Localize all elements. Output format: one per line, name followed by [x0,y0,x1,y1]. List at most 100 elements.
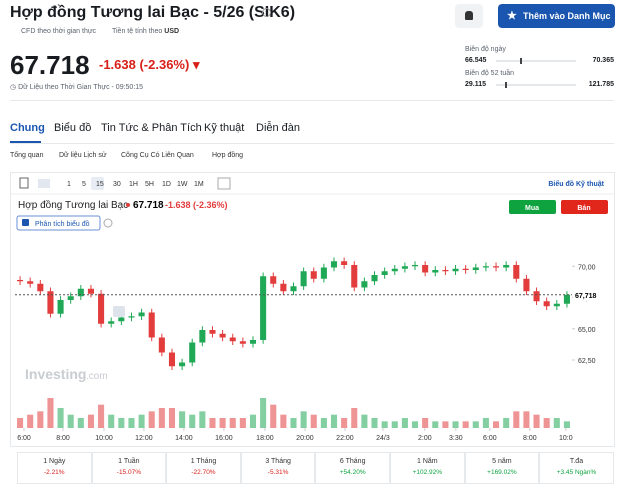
watermark-suffix: .com [86,371,108,382]
range-low: 29.115 [465,81,487,88]
performance-change: -22.70% [191,469,216,476]
volume-bar [229,418,236,428]
performance-cell [166,452,241,484]
interval[interactable]: 1M [194,181,204,188]
candle-body [27,281,34,284]
x-tick-label: 20:00 [296,435,314,442]
candle-body [290,286,297,292]
x-tick-label: 16:00 [215,435,233,442]
analysis-label[interactable]: Phân tích biểu đồ [35,219,90,228]
candle-body [300,271,307,287]
volume-bar [239,418,246,428]
candle-body [280,283,287,292]
tab[interactable]: Diễn đàn [256,122,301,134]
range-bar [496,84,576,86]
candle-body [77,288,84,297]
range-marker [520,58,522,64]
tab[interactable]: Biểu đồ [54,122,92,134]
volume-bar [138,414,145,428]
performance-period: 1 Ngày [43,458,66,465]
alert-button[interactable] [455,4,483,28]
settings-icon[interactable] [217,177,231,190]
volume-bar [168,408,176,428]
candle-body [98,293,105,324]
volume-bar [148,411,155,428]
candle-body [452,268,459,272]
buy-button[interactable] [509,200,556,214]
interval[interactable]: 1H [129,181,138,188]
volume-bar [108,414,115,428]
range-label: Biên độ ngày [465,46,506,53]
candle-icon[interactable] [19,177,29,189]
title: Hợp đồng Tương lai Bạc - 5/26 (SIK6) [10,4,296,21]
subtab[interactable]: Công Cụ Có Liên Quan [121,152,194,159]
performance-period: 6 Tháng [339,458,366,465]
interval[interactable]: 15 [96,181,104,188]
volume-bar [128,418,135,428]
interval[interactable]: 30 [113,181,121,188]
performance-period: 5 năm [492,458,512,465]
watchlist-button[interactable]: ★ Thêm vào Danh Mục [498,4,615,28]
interval[interactable]: 1 [67,181,71,188]
analysis-button[interactable] [16,215,101,231]
sell-label[interactable]: Bán [577,205,590,212]
volume-bar [290,418,297,428]
y-tick-label: 70,00 [578,264,596,271]
volume-bar [452,421,459,428]
last-price-label: 67,718 [575,293,597,300]
realtime: ◷ Dữ Liệu theo Thời Gian Thực - 09:50:15 [10,84,144,91]
performance-period: 1 Năm [416,458,438,465]
x-tick-label: 24/3 [376,435,390,442]
candle-body [199,330,206,343]
candle-body [442,270,449,272]
x-tick-label: 3:30 [449,435,463,442]
interval-active [91,177,104,190]
x-tick-label: 12:00 [135,435,153,442]
x-tick-label: 6:00 [483,435,497,442]
candle-body [219,333,226,338]
candle-body [462,268,469,270]
candle-body [128,316,135,318]
tab[interactable]: Tin Tức & Phân Tích [101,122,202,134]
candle-body [67,296,74,300]
subtab[interactable]: Dữ liệu Lịch sử [59,152,107,159]
subtab[interactable]: Hợp đồng [212,152,244,159]
interval[interactable]: 5H [145,181,154,188]
active-tab-underline [10,141,41,143]
performance-change: +169.02% [487,469,517,476]
candle-body [138,312,145,317]
volume-bar [523,411,530,428]
area-icon[interactable] [38,179,50,188]
watermark: Investing [25,366,86,382]
interval[interactable]: 1D [162,181,171,188]
info-icon[interactable] [262,8,271,17]
performance-cell [539,452,614,484]
candle-body [310,271,317,279]
sell-button[interactable] [561,200,608,214]
candle-body [472,267,479,270]
volume-bar [462,421,469,428]
performance-cell [390,452,465,484]
candle-body [158,337,165,353]
volume-bar [17,418,24,428]
volume-bar [330,414,338,428]
interval[interactable]: 5 [82,181,86,188]
star-icon: ★ [507,10,517,22]
tab[interactable]: Kỹ thuật [204,122,245,134]
volume-bar [391,421,398,428]
subtab[interactable]: Tổng quan [10,152,44,159]
tab[interactable]: Chung [10,122,45,134]
last-price-box [573,288,603,301]
buy-label[interactable]: Mua [525,205,539,212]
tags: CFD theo thời gian thực Tiền tệ tính the… [10,28,179,35]
volume-bar [98,404,105,428]
technical-link[interactable]: Biểu đồ Kỹ thuật [548,179,604,188]
analysis-info [103,218,113,228]
candle-body [148,312,155,338]
x-tick-label: 8:00 [56,435,70,442]
performance-change: +102.92% [412,469,443,476]
interval[interactable]: 1W [177,181,188,188]
volume-bar [442,421,449,428]
